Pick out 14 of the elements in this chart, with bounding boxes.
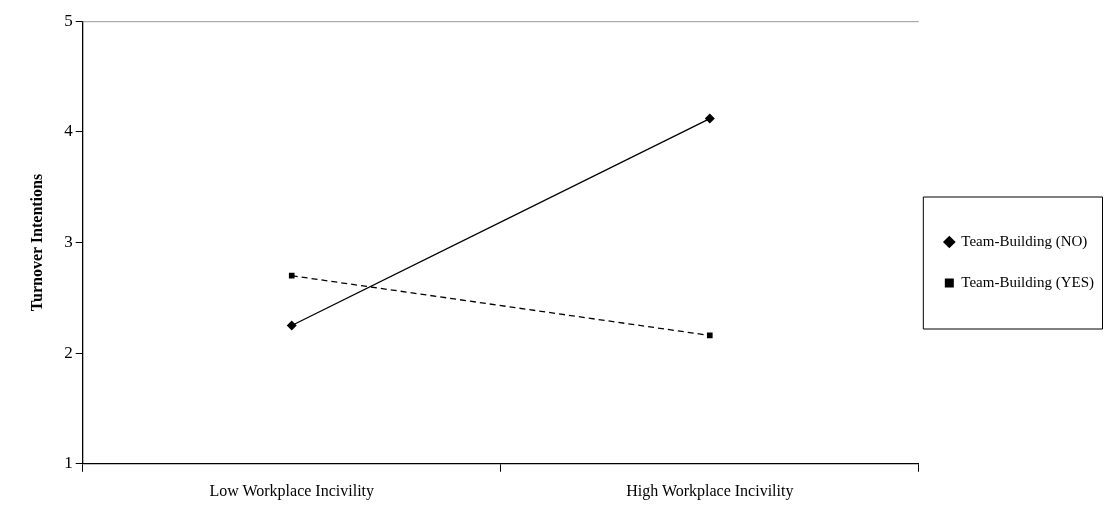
- y-tick-label: 1: [64, 453, 73, 473]
- y-tick-label: 4: [64, 121, 74, 141]
- y-tick-label: 5: [64, 10, 73, 30]
- point: [704, 113, 715, 124]
- point: [706, 332, 713, 339]
- y-tick-label: 2: [64, 342, 73, 362]
- y-axis-title: Turnover Intentions: [27, 173, 45, 312]
- point: [288, 272, 295, 279]
- point: [286, 320, 297, 331]
- y-tick-label: 3: [64, 231, 73, 251]
- legend-label: Team-Building (YES): [961, 273, 1095, 291]
- legend-label: Team-Building (NO): [961, 232, 1088, 250]
- x-tick-label: High Workplace Incivility: [626, 481, 794, 500]
- x-tick-label: Low Workplace Incivility: [209, 481, 375, 500]
